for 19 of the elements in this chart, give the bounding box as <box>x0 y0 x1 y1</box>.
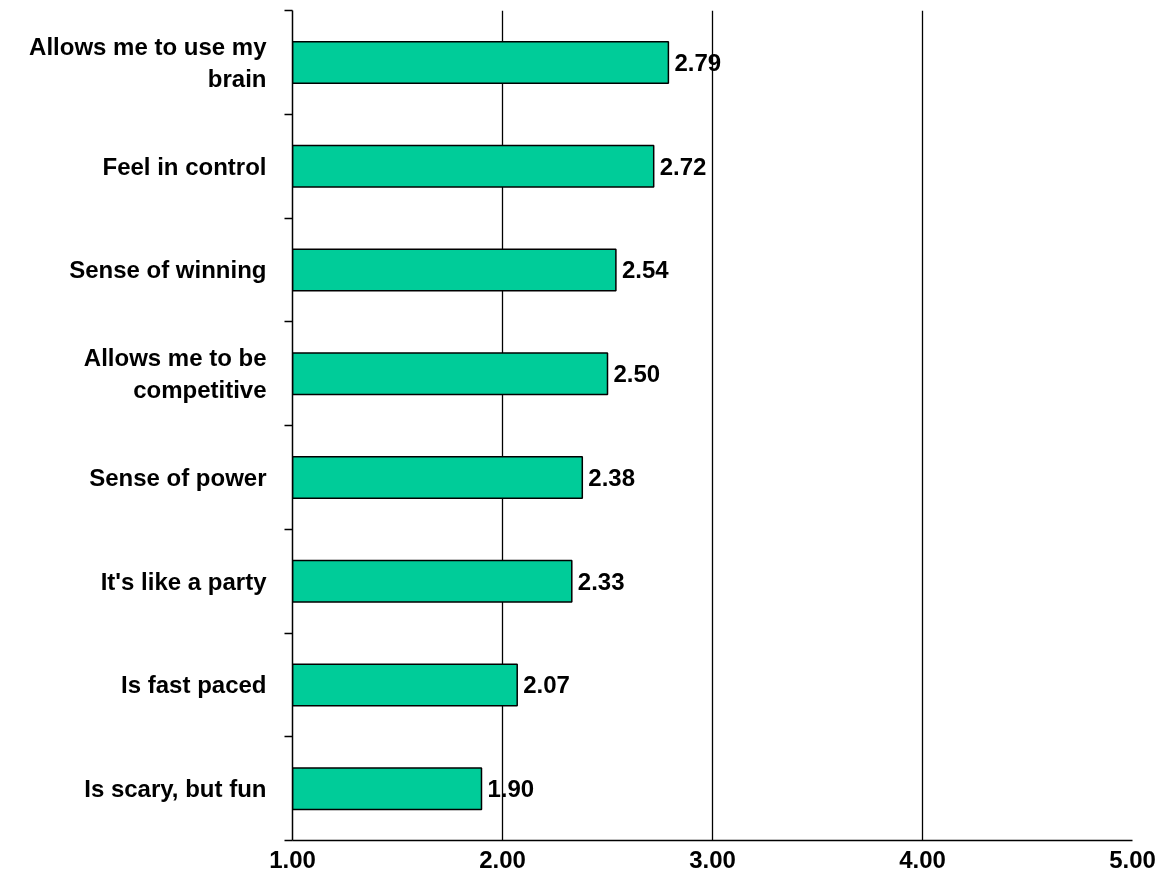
data-label: 2.38 <box>588 463 636 491</box>
data-label: 2.33 <box>577 567 625 595</box>
x-tick-label: 2.00 <box>479 845 526 873</box>
data-label: 2.54 <box>621 256 670 284</box>
y-tick-label: Allows me to use my brain <box>29 32 268 93</box>
x-tick-label: 4.00 <box>899 845 946 873</box>
data-label: 2.50 <box>613 360 661 388</box>
data-label: 2.07 <box>523 671 570 699</box>
x-tick-label: 1.00 <box>269 845 316 873</box>
y-tick-label: Is fast paced <box>121 671 267 699</box>
y-tick-label: Sense of power <box>89 463 267 491</box>
y-tick-label: Feel in control <box>102 152 267 180</box>
x-tick-label: 3.00 <box>689 845 736 873</box>
y-tick-label: Is scary, but fun <box>84 775 267 803</box>
y-tick-label: It's like a party <box>100 567 268 595</box>
y-tick-label: Allows me to be competitive <box>83 343 267 404</box>
x-tick-label: 5.00 <box>1109 845 1156 873</box>
y-tick-label: Sense of winning <box>69 256 267 284</box>
data-label: 2.72 <box>659 152 707 180</box>
